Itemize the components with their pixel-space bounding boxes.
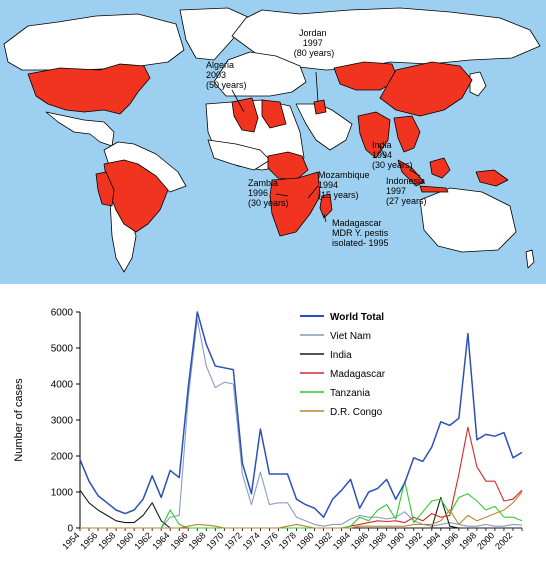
y-tick-label: 4000 [51, 380, 74, 391]
x-tick-label: 1968 [186, 530, 207, 551]
legend-label: World Total [330, 312, 384, 323]
scandinavia-russia-shape [231, 7, 541, 71]
legend-label: Tanzania [330, 388, 370, 399]
y-tick-group: 0 1000 2000 3000 4000 5000 6000 [51, 308, 80, 535]
x-tick-label: 1982 [313, 530, 334, 551]
x-tick-label: 1954 [60, 530, 81, 551]
x-tick-label: 1958 [96, 530, 117, 551]
chart-panel: Number of cases 0 1000 2000 3000 4000 5000 600… [0, 286, 546, 556]
west-africa-shape [207, 139, 271, 171]
cases-line-chart: Number of cases 0 1000 2000 3000 4000 5000 600… [13, 308, 523, 552]
central-america-shape [45, 111, 115, 147]
india-pointer [377, 143, 387, 159]
label-algeria: Algeria 2003 (50 years) [206, 60, 247, 90]
jordan-shape [313, 99, 327, 115]
greenland-shape [179, 7, 251, 61]
x-tick-label: 1994 [421, 530, 442, 551]
libya-shape [261, 99, 287, 129]
world-map-panel: Jordan 1997 (80 years) Algeria 2003 (50 … [0, 0, 546, 284]
india-shape [357, 111, 391, 159]
x-tick-label: 1962 [132, 530, 153, 551]
x-tick-label: 1966 [168, 530, 189, 551]
indonesia-pointer [409, 169, 421, 177]
legend-label: India [330, 350, 352, 361]
mozambique-pointer [307, 185, 319, 199]
new-guinea-shape [475, 169, 509, 187]
label-indonesia: Indonesia 1997 (27 years) [386, 176, 428, 206]
label-zambia: Zambia 1996 (30 years) [248, 178, 289, 208]
label-madagascar: Madagascar MDR Y. pestis isolated- 1995 [332, 218, 391, 248]
peru-bolivia-shape [95, 171, 115, 207]
myanmar-vietnam-shape [393, 115, 421, 153]
series-line-group [79, 311, 523, 529]
series-line-d-r-congo [80, 491, 523, 529]
indonesia-sumatra-shape [397, 159, 425, 187]
new-zealand-shape [525, 249, 535, 269]
series-line-world-total [79, 311, 523, 518]
x-tick-label: 1984 [331, 530, 352, 551]
y-tick-label: 0 [67, 524, 73, 535]
world-map: Jordan 1997 (80 years) Algeria 2003 (50 … [0, 0, 546, 284]
madagascar-pointer [323, 213, 327, 223]
series-line-madagascar [80, 426, 523, 529]
legend-label: Viet Nam [330, 331, 371, 342]
label-mozambique: Mozambique 1994 (15 years) [318, 170, 372, 200]
x-tick-label: 1992 [403, 530, 424, 551]
label-india: India 1994 (30 years) [372, 140, 413, 170]
x-tick-label: 1990 [385, 530, 406, 551]
y-axis-label: Number of cases [13, 378, 25, 462]
x-tick-label: 2002 [493, 530, 514, 551]
y-tick-label: 1000 [51, 488, 74, 499]
algeria-shape [231, 97, 259, 133]
x-tick-label: 1960 [114, 530, 135, 551]
series-line-viet-nam [80, 318, 523, 529]
x-tick-label: 1964 [150, 530, 171, 551]
central-africa-shape [267, 151, 309, 181]
japan-shape [469, 71, 487, 97]
europe-shape [213, 51, 307, 97]
label-jordan: Jordan 1997 (80 years) [294, 28, 335, 58]
jordan-pointer [315, 71, 319, 103]
y-tick-label: 3000 [51, 416, 74, 427]
y-tick-label: 6000 [51, 308, 74, 319]
x-tick-label: 1978 [277, 530, 298, 551]
mongolia-china-shape [379, 61, 473, 117]
x-tick-label: 2000 [475, 530, 496, 551]
legend-label: Madagascar [330, 369, 386, 380]
x-tick-label: 1976 [259, 530, 280, 551]
madagascar-shape [319, 193, 333, 219]
x-tick-label: 1998 [457, 530, 478, 551]
algeria-pointer [231, 89, 245, 113]
indonesia-borneo-shape [429, 157, 451, 179]
zambia-pointer [275, 193, 289, 197]
indonesia-java-shape [419, 185, 449, 193]
legend: World Total Viet Nam India Madagascar Tanzan… [300, 312, 386, 418]
canada-alaska-shape [3, 13, 185, 71]
x-tick-label: 1988 [367, 530, 388, 551]
brazil-shape [103, 159, 169, 233]
x-tick-label: 1986 [349, 530, 370, 551]
usa-shape [27, 63, 151, 115]
australia-shape [419, 187, 517, 253]
x-tick-label: 1956 [78, 530, 99, 551]
x-tick-group: 1954195619581960196219641966196819701972… [60, 528, 523, 552]
southern-africa-shape [269, 171, 321, 237]
x-tick-label: 1980 [295, 530, 316, 551]
x-tick-label: 1996 [439, 530, 460, 551]
y-tick-label: 2000 [51, 452, 74, 463]
x-tick-label: 1970 [205, 530, 226, 551]
legend-label: D.R. Congo [330, 407, 383, 418]
series-line-india [79, 489, 522, 529]
x-tick-label: 1972 [223, 530, 244, 551]
x-tick-label: 1974 [241, 530, 262, 551]
y-tick-label: 5000 [51, 344, 74, 355]
